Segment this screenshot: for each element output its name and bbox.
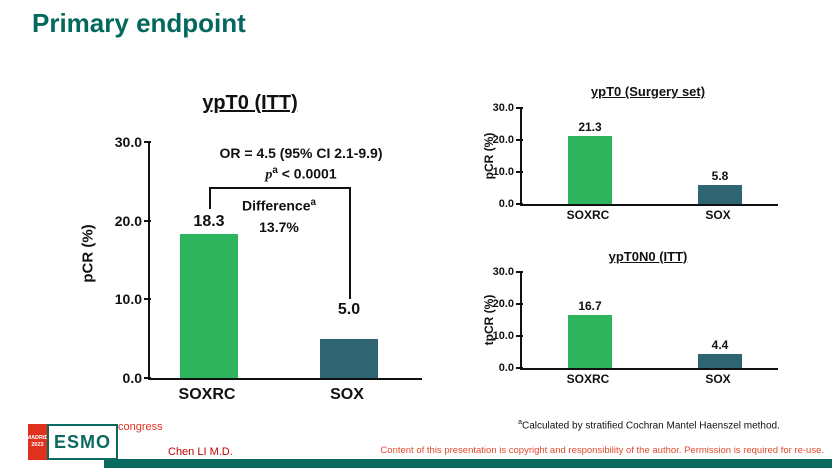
bar-group-soxrc: 21.3	[568, 108, 612, 204]
footnote: aCalculated by stratified Cochran Mantel…	[494, 419, 804, 431]
odds-ratio-annotation: OR = 4.5 (95% CI 2.1-9.9)	[219, 145, 383, 161]
bar-group-sox: 5.0	[320, 142, 378, 378]
bar-value-label: 5.0	[337, 300, 361, 318]
difference-superscript: a	[310, 197, 316, 208]
surgery-set-chart-y-axis-ticks: 30.0 20.0 10.0 0.0	[474, 102, 514, 210]
difference-value: 13.7%	[259, 218, 299, 235]
y-tick: 20.0	[492, 133, 514, 146]
logo-esmo-text: ESMO	[47, 424, 119, 460]
bar-value-label: 21.3	[578, 119, 602, 134]
p-value-annotation: pa < 0.0001	[170, 165, 432, 184]
x-label-sox: SOX	[705, 208, 731, 222]
main-chart-plot-area: OR = 4.5 (95% CI 2.1-9.9) pa < 0.0001 Di…	[148, 142, 422, 380]
copyright-notice: Content of this presentation is copyrigh…	[380, 445, 824, 456]
y-tick: 10.0	[492, 166, 514, 178]
p-superscript: a	[272, 165, 278, 176]
x-label-soxrc: SOXRC	[566, 372, 610, 386]
bar-group-soxrc: 16.7	[568, 272, 612, 368]
author-credit: Chen LI M.D.	[168, 446, 233, 458]
ypt0n0-chart-plot-area: 16.7 4.4	[520, 272, 778, 370]
bar-sox	[698, 185, 742, 204]
ypt0n0-chart-y-axis-ticks: 30.0 20.0 10.0 0.0	[474, 266, 514, 374]
surgery-set-chart-plot-area: 21.3 5.8	[520, 108, 778, 206]
x-label-soxrc: SOXRC	[566, 208, 610, 222]
bar-soxrc	[568, 135, 612, 204]
p-symbol: p	[265, 167, 273, 183]
surgery-set-chart-x-axis-labels: SOXRC SOX	[520, 208, 776, 224]
y-tick: 10.0	[114, 291, 142, 308]
ypt0n0-chart-title: ypT0N0 (ITT)	[608, 249, 688, 264]
y-tick: 30.0	[114, 134, 142, 150]
difference-label: Difference	[242, 197, 311, 214]
y-tick: 20.0	[492, 297, 514, 310]
bar-soxrc	[568, 314, 612, 368]
bar-value-label: 5.8	[711, 169, 729, 184]
esmo-congress-logo: MADRID 2023 ESMO congress	[26, 421, 163, 460]
x-label-soxrc: SOXRC	[178, 386, 236, 403]
bar-group-sox: 5.8	[698, 108, 742, 204]
y-tick: 30.0	[492, 266, 514, 278]
bar-soxrc	[180, 234, 238, 378]
y-tick: 0.0	[498, 198, 514, 210]
logo-year-text: 2023	[31, 442, 44, 448]
main-chart-x-axis-labels: SOXRC SOX	[148, 386, 420, 406]
bar-sox	[320, 338, 378, 378]
footnote-superscript: a	[518, 419, 522, 426]
x-label-sox: SOX	[330, 386, 364, 403]
logo-madrid-text: MADRID	[26, 435, 49, 441]
footnote-text: Calculated by stratified Cochran Mantel …	[521, 420, 780, 432]
y-tick: 20.0	[114, 212, 142, 229]
bar-sox	[698, 353, 742, 368]
footer-accent-bar	[104, 459, 832, 468]
bar-value-label: 18.3	[193, 213, 225, 231]
logo-madrid-block: MADRID 2023	[26, 424, 49, 460]
logo-congress-text: congress	[118, 421, 163, 433]
bar-value-label: 16.7	[578, 298, 602, 313]
main-chart-y-axis-ticks: 30.0 20.0 10.0 0.0	[96, 134, 142, 386]
y-tick: 0.0	[498, 362, 514, 374]
y-tick: 0.0	[122, 370, 142, 386]
bar-group-soxrc: 18.3	[180, 142, 238, 378]
difference-annotation: Differencea 13.7%	[219, 192, 339, 238]
difference-bracket-horizontal-line	[209, 187, 349, 189]
y-tick: 10.0	[492, 330, 514, 342]
ypt0n0-chart-x-axis-labels: SOXRC SOX	[520, 372, 776, 388]
x-label-sox: SOX	[705, 372, 731, 386]
difference-bracket-right-line	[349, 187, 351, 299]
main-chart-y-axis-label: pCR (%)	[79, 224, 97, 283]
main-chart-title: ypT0 (ITT)	[202, 92, 298, 114]
bar-group-sox: 4.4	[698, 272, 742, 368]
p-value-text: < 0.0001	[277, 165, 337, 182]
page-title: Primary endpoint	[32, 8, 246, 38]
difference-bracket-left-line	[209, 187, 211, 209]
y-tick: 30.0	[492, 102, 514, 114]
bar-value-label: 4.4	[711, 337, 729, 352]
surgery-set-chart-title: ypT0 (Surgery set)	[590, 84, 706, 99]
